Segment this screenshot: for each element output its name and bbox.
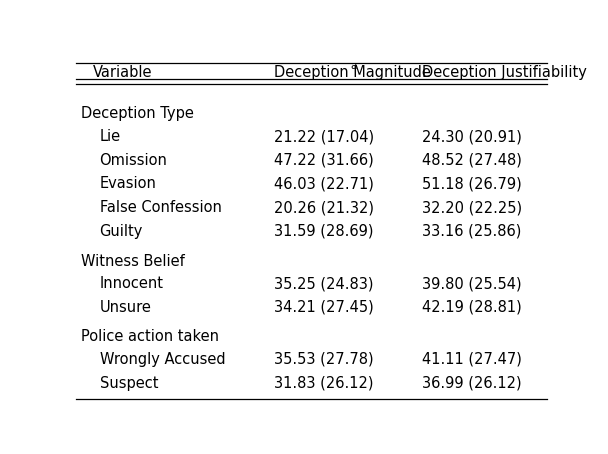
Text: Police action taken: Police action taken <box>81 330 219 345</box>
Text: Evasion: Evasion <box>100 177 156 192</box>
Text: 39.80 (25.54): 39.80 (25.54) <box>423 276 522 291</box>
Text: a: a <box>350 61 357 71</box>
Text: 48.52 (27.48): 48.52 (27.48) <box>423 153 522 168</box>
Text: Omission: Omission <box>100 153 167 168</box>
Text: Deception Type: Deception Type <box>81 107 193 122</box>
Text: Lie: Lie <box>100 129 120 144</box>
Text: Variable: Variable <box>94 65 153 80</box>
Text: 33.16 (25.86): 33.16 (25.86) <box>423 224 522 239</box>
Text: 46.03 (22.71): 46.03 (22.71) <box>274 177 374 192</box>
Text: Innocent: Innocent <box>100 276 164 291</box>
Text: 32.20 (22.25): 32.20 (22.25) <box>423 200 522 215</box>
Text: Wrongly Accused: Wrongly Accused <box>100 352 225 367</box>
Text: 24.30 (20.91): 24.30 (20.91) <box>423 129 522 144</box>
Text: Deception Magnitude: Deception Magnitude <box>274 65 431 80</box>
Text: 20.26 (21.32): 20.26 (21.32) <box>274 200 374 215</box>
Text: 31.83 (26.12): 31.83 (26.12) <box>274 376 373 391</box>
Text: Suspect: Suspect <box>100 376 158 391</box>
Text: 36.99 (26.12): 36.99 (26.12) <box>423 376 522 391</box>
Text: False Confession: False Confession <box>100 200 221 215</box>
Text: 21.22 (17.04): 21.22 (17.04) <box>274 129 374 144</box>
Text: Guilty: Guilty <box>100 224 143 239</box>
Text: 47.22 (31.66): 47.22 (31.66) <box>274 153 374 168</box>
Text: Witness Belief: Witness Belief <box>81 253 184 269</box>
Text: 41.11 (27.47): 41.11 (27.47) <box>423 352 522 367</box>
Text: Deception Justifiability: Deception Justifiability <box>423 65 587 80</box>
Text: 42.19 (28.81): 42.19 (28.81) <box>423 300 522 315</box>
Text: Unsure: Unsure <box>100 300 151 315</box>
Text: 35.53 (27.78): 35.53 (27.78) <box>274 352 373 367</box>
Text: 51.18 (26.79): 51.18 (26.79) <box>423 177 522 192</box>
Text: 31.59 (28.69): 31.59 (28.69) <box>274 224 373 239</box>
Text: 35.25 (24.83): 35.25 (24.83) <box>274 276 373 291</box>
Text: 34.21 (27.45): 34.21 (27.45) <box>274 300 374 315</box>
